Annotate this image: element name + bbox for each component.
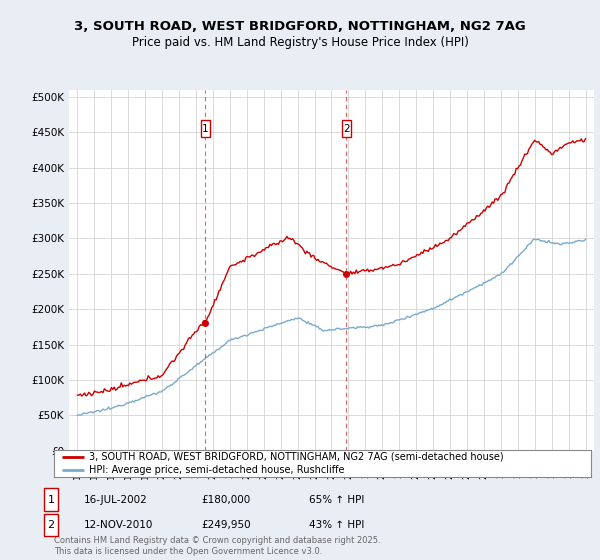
Text: 43% ↑ HPI: 43% ↑ HPI	[309, 520, 364, 530]
Text: 12-NOV-2010: 12-NOV-2010	[84, 520, 154, 530]
Text: 65% ↑ HPI: 65% ↑ HPI	[309, 494, 364, 505]
Text: 3, SOUTH ROAD, WEST BRIDGFORD, NOTTINGHAM, NG2 7AG (semi-detached house): 3, SOUTH ROAD, WEST BRIDGFORD, NOTTINGHA…	[89, 452, 503, 462]
Text: £180,000: £180,000	[201, 494, 250, 505]
Text: HPI: Average price, semi-detached house, Rushcliffe: HPI: Average price, semi-detached house,…	[89, 465, 344, 475]
FancyBboxPatch shape	[200, 120, 210, 137]
Text: 1: 1	[202, 124, 208, 133]
Text: Contains HM Land Registry data © Crown copyright and database right 2025.
This d: Contains HM Land Registry data © Crown c…	[54, 536, 380, 556]
Text: 3, SOUTH ROAD, WEST BRIDGFORD, NOTTINGHAM, NG2 7AG: 3, SOUTH ROAD, WEST BRIDGFORD, NOTTINGHA…	[74, 20, 526, 32]
Text: 2: 2	[47, 520, 55, 530]
FancyBboxPatch shape	[341, 120, 351, 137]
Text: 2: 2	[343, 124, 350, 133]
Text: 16-JUL-2002: 16-JUL-2002	[84, 494, 148, 505]
Text: £249,950: £249,950	[201, 520, 251, 530]
Text: Price paid vs. HM Land Registry's House Price Index (HPI): Price paid vs. HM Land Registry's House …	[131, 36, 469, 49]
Text: 1: 1	[47, 494, 55, 505]
